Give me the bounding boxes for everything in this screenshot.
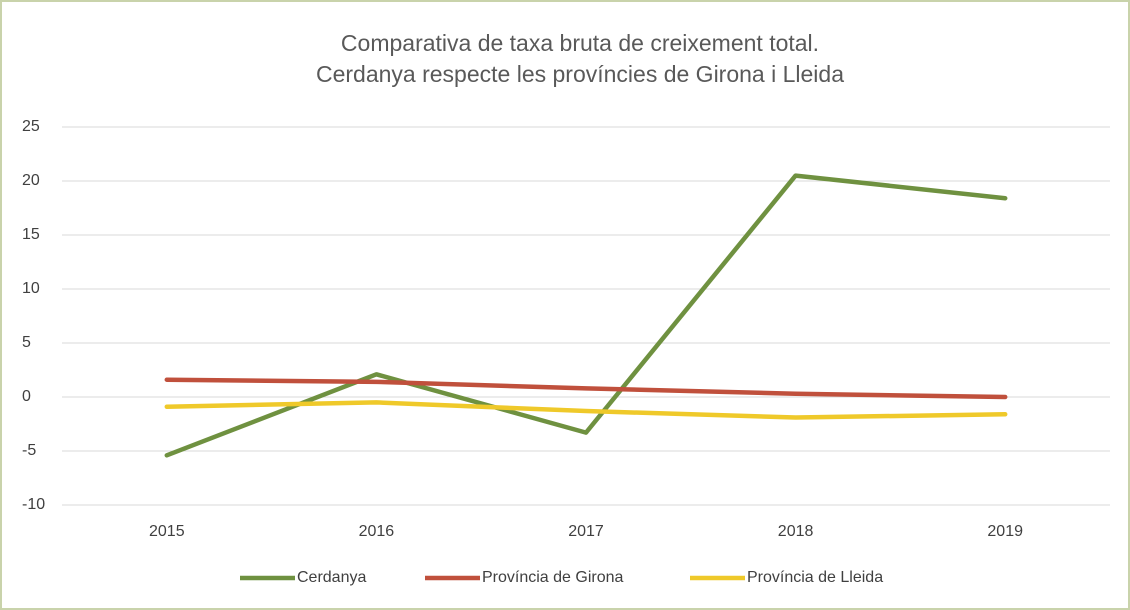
y-tick-label: 0 [22,388,31,405]
legend-label: Província de Girona [482,569,624,586]
series-line [164,173,1008,458]
x-tick-label: 2015 [149,523,185,540]
x-tick-label: 2018 [778,523,814,540]
x-tick-label: 2019 [987,523,1023,540]
legend-label: Província de Lleida [747,569,883,586]
series-line [164,377,1008,400]
y-tick-label: -5 [22,442,36,459]
y-tick-label: 15 [22,226,40,243]
y-tick-label: 10 [22,280,40,297]
x-tick-label: 2016 [359,523,395,540]
x-tick-label: 2017 [568,523,604,540]
y-tick-label: 5 [22,334,31,351]
y-tick-label: 25 [22,118,40,135]
y-tick-label: 20 [22,172,40,189]
series-line [164,400,1008,420]
legend-label: Cerdanya [297,569,366,586]
y-tick-label: -10 [22,496,45,513]
chart-title: Comparativa de taxa bruta de creixement … [341,30,819,56]
chart-title: Cerdanya respecte les províncies de Giro… [316,61,844,87]
